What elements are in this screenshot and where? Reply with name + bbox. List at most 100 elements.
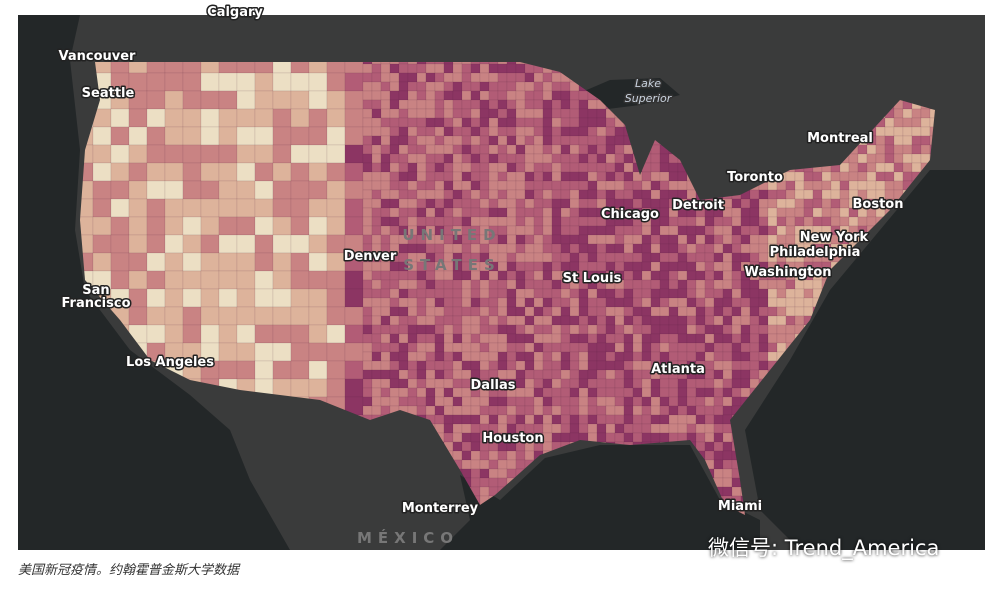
county bbox=[326, 360, 346, 380]
county bbox=[551, 378, 562, 389]
county bbox=[362, 333, 373, 344]
county bbox=[641, 279, 652, 290]
county bbox=[677, 288, 688, 299]
county bbox=[551, 405, 562, 416]
county bbox=[596, 153, 607, 164]
county bbox=[326, 90, 346, 110]
county bbox=[632, 387, 643, 398]
county bbox=[785, 297, 796, 308]
county bbox=[488, 144, 499, 155]
county bbox=[470, 306, 481, 317]
county bbox=[515, 153, 526, 164]
county bbox=[434, 288, 445, 299]
county bbox=[371, 360, 382, 371]
county bbox=[443, 81, 454, 92]
county bbox=[659, 423, 670, 434]
county bbox=[443, 189, 454, 200]
county bbox=[236, 72, 256, 92]
label-line: Francisco bbox=[61, 296, 130, 311]
county bbox=[497, 414, 508, 425]
county bbox=[200, 162, 220, 182]
county bbox=[380, 378, 391, 389]
county bbox=[884, 171, 895, 182]
county bbox=[128, 108, 148, 128]
county bbox=[731, 279, 742, 290]
county bbox=[677, 342, 688, 353]
county bbox=[731, 261, 742, 272]
county bbox=[443, 126, 454, 137]
county bbox=[632, 279, 643, 290]
county bbox=[470, 468, 481, 479]
county bbox=[650, 270, 661, 281]
county bbox=[290, 288, 310, 308]
county bbox=[578, 216, 589, 227]
label-line: Lake bbox=[635, 77, 661, 90]
county bbox=[686, 387, 697, 398]
county bbox=[749, 306, 760, 317]
county bbox=[506, 216, 517, 227]
county bbox=[668, 432, 679, 443]
county bbox=[542, 441, 553, 452]
county bbox=[605, 162, 616, 173]
county bbox=[497, 405, 508, 416]
county bbox=[380, 369, 391, 380]
county bbox=[542, 108, 553, 119]
county bbox=[578, 324, 589, 335]
county bbox=[362, 99, 373, 110]
county bbox=[452, 351, 463, 362]
county bbox=[533, 153, 544, 164]
county bbox=[434, 180, 445, 191]
county bbox=[110, 108, 130, 128]
county bbox=[659, 279, 670, 290]
county bbox=[506, 207, 517, 218]
county bbox=[461, 117, 472, 128]
county bbox=[128, 234, 148, 254]
county bbox=[218, 144, 238, 164]
county bbox=[542, 369, 553, 380]
county bbox=[659, 432, 670, 443]
county bbox=[344, 216, 364, 236]
county bbox=[470, 207, 481, 218]
county bbox=[515, 243, 526, 254]
county bbox=[434, 144, 445, 155]
county bbox=[731, 378, 742, 389]
county bbox=[542, 270, 553, 281]
county bbox=[740, 342, 751, 353]
county bbox=[470, 180, 481, 191]
county bbox=[326, 216, 346, 236]
county bbox=[389, 351, 400, 362]
county bbox=[578, 234, 589, 245]
county bbox=[839, 216, 850, 227]
county bbox=[776, 189, 787, 200]
county bbox=[650, 324, 661, 335]
county bbox=[326, 324, 346, 344]
county bbox=[551, 117, 562, 128]
county bbox=[533, 414, 544, 425]
county bbox=[749, 243, 760, 254]
county bbox=[425, 351, 436, 362]
county bbox=[524, 342, 535, 353]
county bbox=[425, 207, 436, 218]
county bbox=[596, 423, 607, 434]
county bbox=[506, 351, 517, 362]
county bbox=[623, 387, 634, 398]
county bbox=[542, 72, 553, 83]
county bbox=[641, 342, 652, 353]
county bbox=[407, 162, 418, 173]
county bbox=[434, 342, 445, 353]
county bbox=[479, 189, 490, 200]
county bbox=[731, 477, 742, 488]
county bbox=[470, 243, 481, 254]
county bbox=[596, 396, 607, 407]
place-label: Lake Superior bbox=[625, 77, 673, 105]
county bbox=[587, 162, 598, 173]
county bbox=[650, 315, 661, 326]
county bbox=[452, 405, 463, 416]
county bbox=[551, 207, 562, 218]
county bbox=[731, 486, 742, 497]
county bbox=[461, 198, 472, 209]
county bbox=[470, 360, 481, 371]
county bbox=[434, 207, 445, 218]
county bbox=[551, 396, 562, 407]
county bbox=[794, 297, 805, 308]
